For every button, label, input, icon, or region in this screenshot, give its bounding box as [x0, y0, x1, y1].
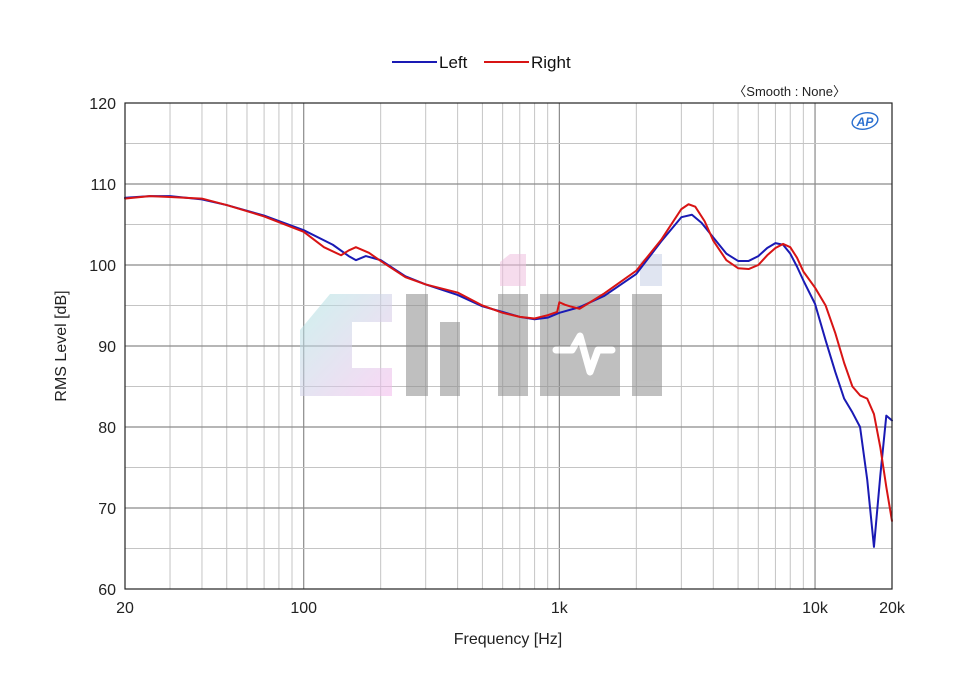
smoothing-note: 〈Smooth : None〉: [733, 84, 846, 99]
watermark-dot-1: [500, 254, 526, 286]
watermark-logo: [300, 254, 662, 396]
tick-labels: 20 100 1k 10k 20k 60 70 80 90 100 110 120: [89, 96, 906, 617]
ap-badge-text: AP: [856, 115, 875, 129]
x-tick-label: 10k: [802, 600, 829, 617]
y-tick-label: 120: [89, 96, 116, 113]
watermark-pulse: [552, 332, 616, 376]
y-tick-label: 70: [98, 501, 116, 518]
y-tick-label: 110: [90, 177, 116, 194]
legend-label-left: Left: [439, 53, 468, 72]
series-line-right: [124, 195, 893, 522]
x-tick-label: 1k: [551, 600, 569, 617]
x-tick-label: 20k: [879, 600, 906, 617]
watermark-h-block: [498, 294, 528, 396]
series-line-left: [124, 195, 893, 548]
y-axis-label: RMS Level [dB]: [53, 290, 70, 401]
legend: Left Right: [392, 53, 571, 72]
x-tick-label: 20: [116, 600, 134, 617]
watermark-dot-2: [640, 254, 662, 286]
ap-badge: AP: [851, 112, 879, 130]
plot-area-frame: [124, 102, 893, 590]
y-tick-label: 100: [89, 258, 116, 275]
x-axis-label: Frequency [Hz]: [454, 631, 562, 648]
watermark-i-block: [406, 294, 428, 396]
y-tick-label: 60: [98, 582, 116, 599]
watermark-c-shape: [300, 294, 392, 396]
y-tick-label: 90: [98, 339, 116, 356]
legend-label-right: Right: [531, 53, 571, 72]
y-tick-label: 80: [98, 420, 116, 437]
x-tick-label: 100: [290, 600, 317, 617]
watermark-i-block-3: [632, 294, 662, 396]
series-lines: [124, 195, 893, 548]
watermark-i-block-2: [440, 322, 460, 396]
